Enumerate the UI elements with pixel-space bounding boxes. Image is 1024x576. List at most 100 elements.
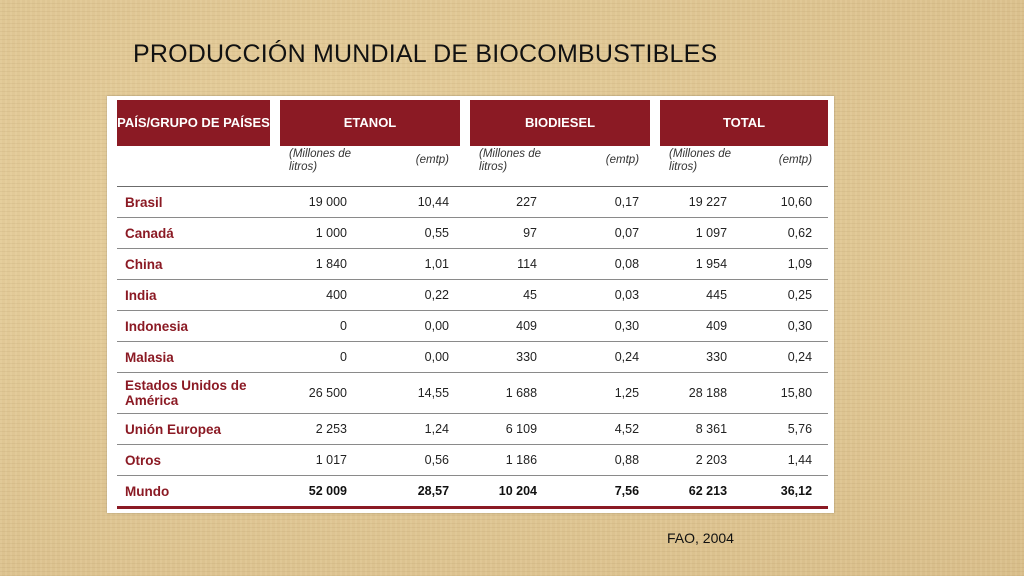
biodiesel-volume: 97 <box>465 218 554 249</box>
header-total-label: TOTAL <box>660 100 829 146</box>
country-name: Malasia <box>117 342 275 373</box>
total-share: 36,12 <box>743 476 829 509</box>
biodiesel-volume: 1 186 <box>465 445 554 476</box>
etanol-volume: 400 <box>275 280 363 311</box>
biodiesel-share: 0,03 <box>553 280 656 311</box>
total-volume: 1 097 <box>655 218 744 249</box>
total-share: 0,62 <box>743 218 829 249</box>
etanol-share: 10,44 <box>363 187 466 218</box>
etanol-volume: 1 840 <box>275 249 363 280</box>
biodiesel-volume: 409 <box>465 311 554 342</box>
table-row: Estados Unidos de América 26 500 14,55 1 68… <box>117 373 829 414</box>
etanol-share: 28,57 <box>363 476 466 509</box>
etanol-share: 0,22 <box>363 280 466 311</box>
header-biodiesel: BIODIESEL <box>465 100 655 146</box>
etanol-share: 0,55 <box>363 218 466 249</box>
units-row: (Millones de litros) (emtp) (Millones de… <box>117 146 829 187</box>
table-row: Brasil 19 000 10,44 227 0,17 19 227 10,60 <box>117 187 829 218</box>
table-row: India 400 0,22 45 0,03 445 0,25 <box>117 280 829 311</box>
biodiesel-volume: 227 <box>465 187 554 218</box>
biodiesel-share: 4,52 <box>553 414 656 445</box>
table-header-row: PAÍS/GRUPO DE PAÍSES ETANOL BIODIESEL TO… <box>117 100 829 146</box>
total-share: 0,30 <box>743 311 829 342</box>
country-name: Brasil <box>117 187 275 218</box>
biodiesel-share: 0,24 <box>553 342 656 373</box>
country-name: Estados Unidos de América <box>117 373 275 414</box>
table-row: Indonesia 0 0,00 409 0,30 409 0,30 <box>117 311 829 342</box>
header-biodiesel-label: BIODIESEL <box>470 100 651 146</box>
country-name: Canadá <box>117 218 275 249</box>
etanol-volume: 52 009 <box>275 476 363 509</box>
unit-share: (emtp) <box>553 146 656 187</box>
biodiesel-share: 0,17 <box>553 187 656 218</box>
biodiesel-share: 0,30 <box>553 311 656 342</box>
etanol-volume: 0 <box>275 342 363 373</box>
total-volume: 2 203 <box>655 445 744 476</box>
total-share: 1,09 <box>743 249 829 280</box>
etanol-volume: 19 000 <box>275 187 363 218</box>
total-share: 0,24 <box>743 342 829 373</box>
table-row: Otros 1 017 0,56 1 186 0,88 2 203 1,44 <box>117 445 829 476</box>
table-panel: PAÍS/GRUPO DE PAÍSES ETANOL BIODIESEL TO… <box>107 96 834 513</box>
table-row: Mundo 52 009 28,57 10 204 7,56 62 213 36,12 <box>117 476 829 509</box>
country-name: India <box>117 280 275 311</box>
unit-share: (emtp) <box>363 146 466 187</box>
source-citation: FAO, 2004 <box>667 530 734 546</box>
total-share: 1,44 <box>743 445 829 476</box>
biodiesel-volume: 1 688 <box>465 373 554 414</box>
country-name: Otros <box>117 445 275 476</box>
table-row: Canadá 1 000 0,55 97 0,07 1 097 0,62 <box>117 218 829 249</box>
biodiesel-volume: 114 <box>465 249 554 280</box>
etanol-volume: 26 500 <box>275 373 363 414</box>
unit-volume: (Millones de litros) <box>465 146 554 187</box>
total-volume: 445 <box>655 280 744 311</box>
table-row: Unión Europea 2 253 1,24 6 109 4,52 8 361 5,76 <box>117 414 829 445</box>
biodiesel-volume: 10 204 <box>465 476 554 509</box>
total-volume: 1 954 <box>655 249 744 280</box>
etanol-volume: 0 <box>275 311 363 342</box>
total-share: 15,80 <box>743 373 829 414</box>
etanol-volume: 2 253 <box>275 414 363 445</box>
total-volume: 8 361 <box>655 414 744 445</box>
unit-volume: (Millones de litros) <box>275 146 363 187</box>
biodiesel-volume: 45 <box>465 280 554 311</box>
unit-volume: (Millones de litros) <box>655 146 744 187</box>
biodiesel-volume: 330 <box>465 342 554 373</box>
header-country-label: PAÍS/GRUPO DE PAÍSES <box>117 100 270 146</box>
total-volume: 28 188 <box>655 373 744 414</box>
unit-share: (emtp) <box>743 146 829 187</box>
etanol-share: 0,56 <box>363 445 466 476</box>
total-share: 5,76 <box>743 414 829 445</box>
etanol-share: 0,00 <box>363 342 466 373</box>
total-share: 0,25 <box>743 280 829 311</box>
units-blank <box>117 146 275 187</box>
header-etanol: ETANOL <box>275 100 465 146</box>
etanol-share: 0,00 <box>363 311 466 342</box>
biodiesel-share: 0,08 <box>553 249 656 280</box>
total-share: 10,60 <box>743 187 829 218</box>
header-country: PAÍS/GRUPO DE PAÍSES <box>117 100 275 146</box>
country-name: Mundo <box>117 476 275 509</box>
biofuel-table: PAÍS/GRUPO DE PAÍSES ETANOL BIODIESEL TO… <box>117 100 829 509</box>
biodiesel-share: 7,56 <box>553 476 656 509</box>
etanol-volume: 1 000 <box>275 218 363 249</box>
header-etanol-label: ETANOL <box>280 100 461 146</box>
table-row: China 1 840 1,01 114 0,08 1 954 1,09 <box>117 249 829 280</box>
country-name: China <box>117 249 275 280</box>
biodiesel-volume: 6 109 <box>465 414 554 445</box>
etanol-share: 1,01 <box>363 249 466 280</box>
etanol-share: 14,55 <box>363 373 466 414</box>
total-volume: 19 227 <box>655 187 744 218</box>
biodiesel-share: 0,07 <box>553 218 656 249</box>
table-body: Brasil 19 000 10,44 227 0,17 19 227 10,60 Canad… <box>117 187 829 509</box>
total-volume: 409 <box>655 311 744 342</box>
total-volume: 330 <box>655 342 744 373</box>
country-name: Indonesia <box>117 311 275 342</box>
biodiesel-share: 0,88 <box>553 445 656 476</box>
total-volume: 62 213 <box>655 476 744 509</box>
biodiesel-share: 1,25 <box>553 373 656 414</box>
table-row: Malasia 0 0,00 330 0,24 330 0,24 <box>117 342 829 373</box>
slide-title: PRODUCCIÓN MUNDIAL DE BIOCOMBUSTIBLES <box>133 40 718 68</box>
etanol-share: 1,24 <box>363 414 466 445</box>
country-name: Unión Europea <box>117 414 275 445</box>
